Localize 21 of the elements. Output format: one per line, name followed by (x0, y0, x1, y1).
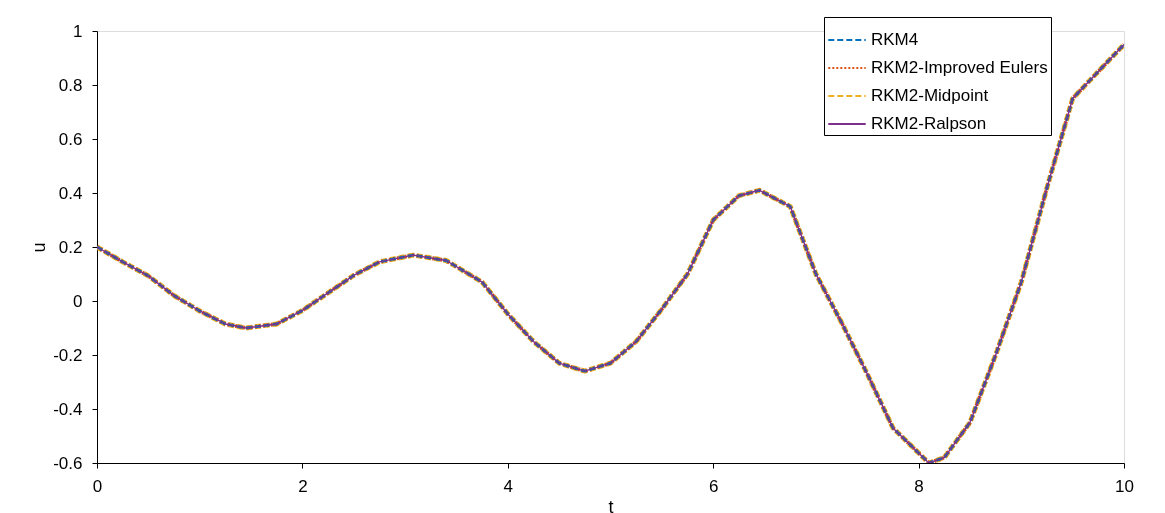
x-tick-label: 10 (1115, 476, 1134, 496)
x-tick-label: 0 (92, 476, 103, 496)
legend-label: RKM2-Midpoint (871, 86, 989, 105)
y-tick-label: -0.2 (53, 345, 83, 365)
y-tick-label: 0.6 (58, 129, 83, 149)
y-tick-label: -0.4 (53, 399, 83, 419)
y-tick-label: 0.2 (58, 237, 83, 257)
y-tick-label: 0 (73, 291, 83, 311)
y-tick-label: 0.8 (58, 75, 83, 95)
x-tick-label: 8 (914, 476, 924, 496)
x-tick-label: 6 (708, 476, 719, 496)
x-tick-label: 2 (298, 476, 308, 496)
y-tick-label: 0.4 (58, 183, 83, 203)
legend-label: RKM4 (871, 30, 919, 49)
y-tick-label: -0.6 (53, 453, 83, 473)
y-tick-label: 1 (73, 21, 83, 41)
legend-label: RKM2-Ralpson (871, 114, 987, 133)
x-axis-title: t (608, 496, 614, 513)
legend-label: RKM2-Improved Eulers (871, 58, 1048, 77)
x-tick-label: 4 (503, 476, 514, 496)
y-axis-title: u (29, 242, 50, 253)
